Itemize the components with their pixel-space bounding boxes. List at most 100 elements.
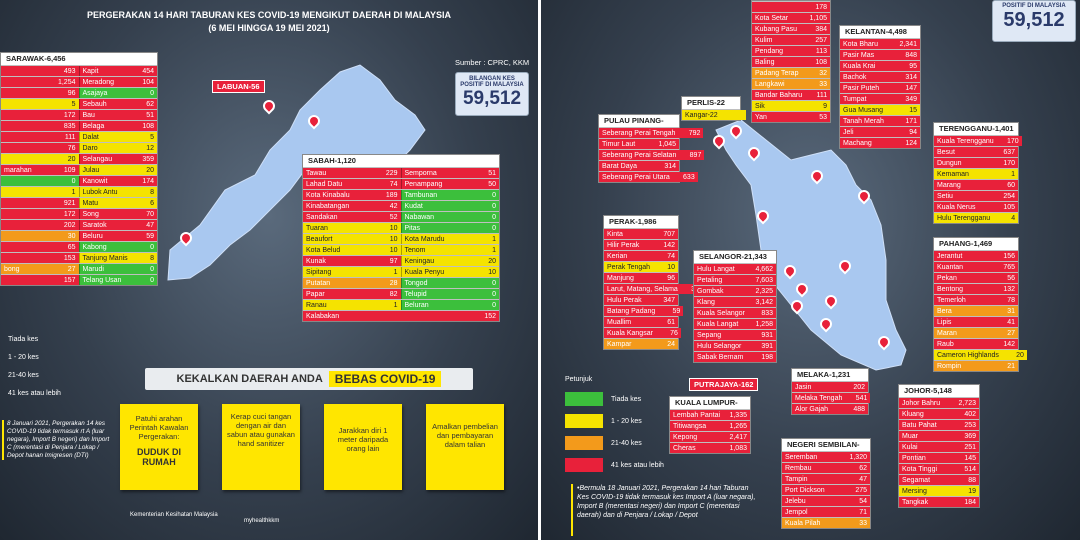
district-cases: 74 [667,253,675,260]
panel-divider [538,0,541,540]
footnote: 8 Januari 2021, Pergerakan 14 kes COVID-… [2,420,112,460]
district-cases: 488 [853,406,865,413]
district-name: Port Dickson [785,487,825,494]
district-name: Kuala Kangsar [607,330,653,337]
table-row: Segamat 88 [899,474,979,485]
district-cell: Kubang Pasu 384 [752,24,830,34]
district-name [1,209,51,219]
table-row: Bachok 314 [840,71,920,82]
district-cases: 28 [389,280,398,287]
district-name: Keningau [404,258,435,265]
table-row: Langkawi 33 [752,78,830,89]
district-cases: 2,723 [958,400,976,407]
district-cases: 132 [1003,286,1015,293]
table-row: Bentong 132 [934,283,1018,294]
district-name: Manjung [607,275,634,282]
district-name: Tangkak [902,499,929,506]
district-cases: 33 [819,81,827,88]
table-row: Hulu Perak 347 [604,294,678,305]
district-cell: Yan 53 [752,112,830,122]
table-row: Tawau 229 Semporna 51 [303,167,499,178]
district-name: Telupid [404,291,427,298]
district-name: Temerloh [937,297,966,304]
district-cell: Kota Belud 10 [303,245,401,255]
table-row: Kulai 251 [899,441,979,452]
district-name: Batu Pahat [902,422,937,429]
district-cell: Kuala Nerus 105 [934,202,1018,212]
district-cell: Pendang 113 [752,46,830,56]
district-cell: Maran 27 [934,328,1018,338]
district-name: Pontian [902,455,926,462]
perlis-table: PERLIS-22 Kangar-22 [681,96,746,121]
kelantan-table: KELANTAN-4,498 Kota Bharu 2,341 Pasir Mas 84… [839,25,921,149]
table-row: Ranau 1 Beluran 0 [303,299,499,310]
district-cell: Kuala Langat 1,258 [694,319,776,329]
district-name [1,99,51,109]
district-cases: 50 [488,181,496,188]
district-cell: Kangar-22 [682,110,746,120]
district-cell: 178 [752,2,830,12]
table-row: 172 Bau 51 [1,109,157,120]
district-cell: Padang Terap 32 [752,68,830,78]
kedah-table: 178 Kota Setar 1,105 Kubang Pasu 384 Kulim 257… [751,0,831,123]
district-cell: Marang 60 [934,180,1018,190]
district-name: Jerantut [937,253,963,260]
district-cases: 384 [815,26,827,33]
district-cell: 30 [1,231,79,241]
district-cell: Jasin 202 [792,382,868,392]
district-name: Marang [937,182,961,189]
district-cases: 60 [1007,182,1015,189]
district-name: Hilir Perak [607,242,640,249]
district-cell: 172 [1,209,79,219]
district-cell: Belaga 108 [78,121,157,131]
note-text: Kerap cuci tangan dengan air dan sabun a… [227,412,295,448]
table-row: Kuala Krai 95 [840,60,920,71]
district-name: Machang [843,140,872,147]
district-name: Tanjung Manis [82,255,128,262]
district-name: Kota Belud [306,247,341,254]
district-name: Nabawan [404,214,435,221]
district-cell: Sipitang 1 [303,267,401,277]
district-cell: Cameron Highlands 20 [934,350,1027,360]
district-cases: 257 [815,37,827,44]
district-cases: 349 [905,96,917,103]
table-row: Raub 142 [934,338,1018,349]
district-cell: 65 [1,242,79,252]
district-name: Jempol [785,509,808,516]
district-cases: 848 [905,52,917,59]
district-cases: 42 [389,203,398,210]
district-cases: 7,603 [755,277,773,284]
district-cases: 0 [492,302,496,309]
district-name: Bachok [843,74,867,81]
district-cases: 71 [859,509,867,516]
district-cases: 633 [683,174,695,181]
district-cases: 833 [761,310,773,317]
district-cases: 229 [385,170,398,177]
district-cases: 369 [964,433,976,440]
district-cases: 10 [389,236,398,243]
table-row: Gombak 2,325 [694,285,776,296]
district-cell: Seberang Perai Selatan 897 [599,150,705,160]
district-cell: Bentong 132 [934,284,1018,294]
district-cases: 10 [389,247,398,254]
table-row: 835 Belaga 108 [1,120,157,131]
district-name: Kuala Langat [697,321,739,328]
table-row: Hulu Selangor 391 [694,340,776,351]
district-cell: Besut 637 [934,147,1018,157]
district-cases: 454 [142,68,154,75]
district-name: Muar [902,433,918,440]
district-cases: 3,142 [755,299,773,306]
district-cell: Keningau 20 [400,256,499,266]
district-cell: Tuaran 10 [303,223,401,233]
district-name: Hulu Selangor [697,343,742,350]
district-cell: 835 [1,121,79,131]
johor-table: JOHOR-5,148 Johor Bahru 2,723 Kluang 402 Batu… [898,384,980,508]
district-name: Johor Bahru [902,400,941,407]
district-name [1,231,51,241]
table-row: Cameron Highlands 20 [934,349,1027,360]
table-row: 0 Kanowit 174 [1,175,157,186]
district-cases: 2,417 [729,434,747,441]
district-name: Sandakan [306,214,338,221]
district-cell: 202 [1,220,79,230]
district-name: Belaga [82,123,105,130]
